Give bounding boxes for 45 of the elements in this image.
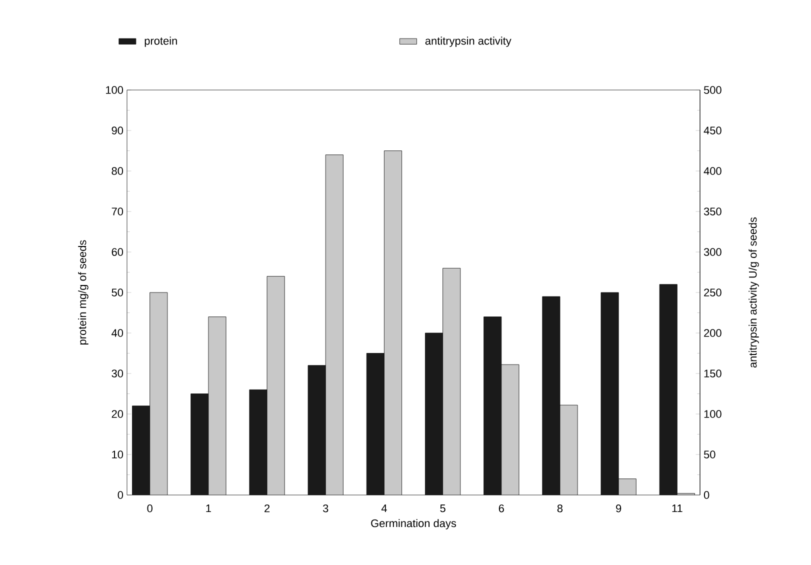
y2-tick-label: 250 bbox=[704, 288, 722, 296]
bar bbox=[150, 292, 168, 495]
legend-label: antitrypsin activity bbox=[425, 36, 512, 47]
y2-axis-title: antitrypsin activity U/g of seeds bbox=[748, 217, 759, 368]
y-tick-label: 100 bbox=[106, 86, 124, 94]
y-tick-label: 40 bbox=[112, 329, 124, 337]
y-axis-title: protein mg/g of seeds bbox=[78, 240, 88, 344]
bar bbox=[384, 150, 402, 495]
y2-tick-label: 450 bbox=[704, 126, 722, 134]
x-tick-label: 11 bbox=[672, 504, 682, 512]
x-tick-label: 9 bbox=[616, 504, 622, 512]
y2-tick-label: 50 bbox=[704, 450, 716, 458]
y2-tick-label: 400 bbox=[704, 167, 722, 175]
bar bbox=[267, 276, 285, 495]
y2-tick-label: 100 bbox=[704, 410, 722, 418]
bar bbox=[600, 292, 619, 495]
bar bbox=[542, 296, 560, 495]
x-tick-label: 5 bbox=[440, 504, 446, 512]
y2-tick-label: 350 bbox=[704, 208, 722, 216]
x-tick-label: 6 bbox=[498, 504, 504, 512]
x-tick-label: 4 bbox=[381, 504, 387, 512]
y2-tick-label: 300 bbox=[704, 248, 722, 256]
y-tick-label: 90 bbox=[112, 126, 124, 134]
x-tick-label: 0 bbox=[147, 504, 152, 512]
y2-tick-label: 150 bbox=[704, 370, 722, 378]
y-tick-label: 10 bbox=[112, 450, 124, 458]
y2-tick-label: 0 bbox=[704, 491, 710, 499]
y2-tick-label: 200 bbox=[704, 329, 722, 337]
y2-tick-label: 500 bbox=[704, 86, 722, 94]
y-tick-label: 0 bbox=[118, 491, 124, 499]
y-tick-label: 80 bbox=[112, 167, 124, 175]
x-tick-label: 3 bbox=[322, 504, 328, 512]
bar bbox=[618, 478, 636, 495]
bar bbox=[326, 154, 344, 495]
y-tick-label: 30 bbox=[112, 370, 124, 378]
x-tick-label: 1 bbox=[206, 504, 211, 512]
x-axis-title: Germination days bbox=[371, 519, 456, 530]
y-tick-label: 50 bbox=[112, 288, 124, 296]
y-tick-label: 20 bbox=[112, 410, 124, 418]
y-tick-label: 60 bbox=[112, 248, 124, 256]
x-tick-label: 2 bbox=[264, 504, 270, 512]
legend-label: protein bbox=[144, 36, 177, 47]
bar bbox=[659, 284, 678, 495]
y-tick-label: 70 bbox=[112, 208, 124, 216]
x-tick-label: 8 bbox=[557, 504, 563, 512]
